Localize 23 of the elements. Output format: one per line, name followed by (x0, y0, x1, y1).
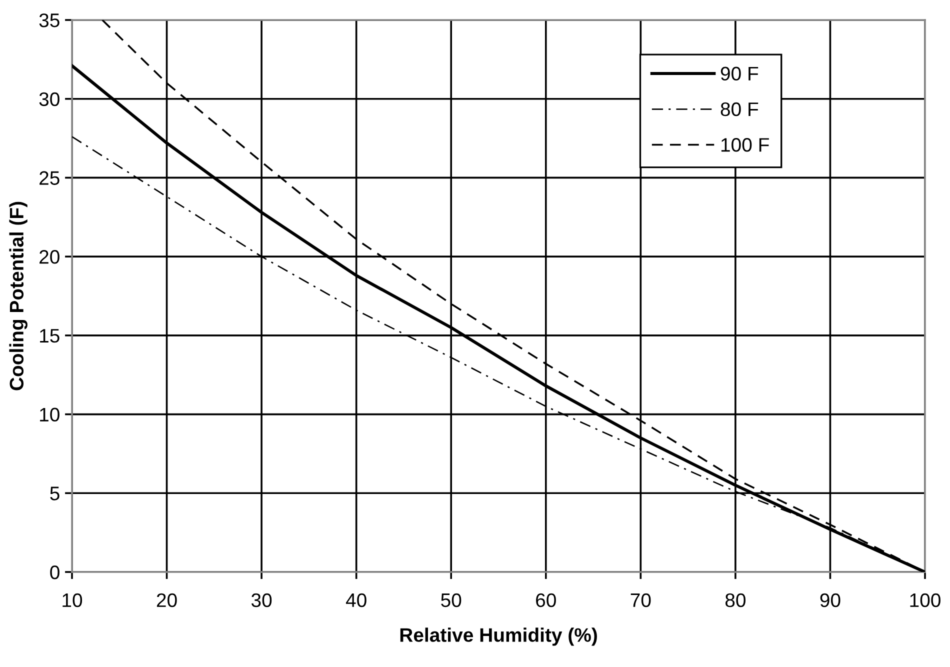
x-tick-label: 40 (346, 593, 366, 608)
y-tick-label: 20 (40, 250, 60, 264)
x-tick-label: 90 (820, 593, 840, 608)
y-tick-label: 10 (40, 408, 60, 422)
x-tick-label: 60 (536, 593, 556, 608)
legend-label: 100 F (721, 138, 769, 152)
y-tick-label: 0 (50, 565, 60, 580)
legend-label: 90 F (720, 66, 758, 81)
x-tick-label: 100 (910, 593, 940, 608)
x-tick-label: 50 (441, 593, 462, 608)
y-tick-label: 30 (39, 92, 60, 106)
x-tick-label: 70 (630, 593, 651, 608)
x-tick-label: 20 (156, 593, 177, 608)
y-tick-label: 5 (50, 486, 60, 500)
legend-label: 80 F (720, 102, 758, 116)
x-tick-label: 10 (62, 593, 82, 608)
x-tick-label: 30 (251, 593, 272, 608)
y-tick-label: 15 (40, 329, 60, 343)
x-axis-title: Relative Humidity (%) (400, 628, 597, 646)
y-axis-title: Cooling Potential (F) (9, 202, 28, 390)
y-tick-label: 25 (40, 171, 60, 185)
x-tick-label: 80 (725, 593, 746, 608)
y-tick-label: 35 (39, 13, 60, 28)
